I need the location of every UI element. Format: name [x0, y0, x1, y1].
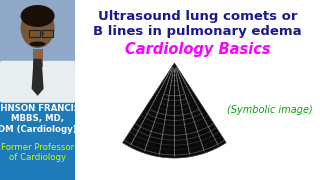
Bar: [33, 49, 43, 67]
Polygon shape: [123, 63, 226, 158]
Text: Cardiology Basics: Cardiology Basics: [125, 42, 270, 57]
Bar: [42, 30, 53, 37]
Bar: [29, 30, 40, 37]
Bar: [0, 0, 75, 101]
Bar: [0, 0, 75, 180]
Text: Ultrasound lung comets or: Ultrasound lung comets or: [98, 10, 297, 23]
Bar: [0, 0, 75, 101]
FancyBboxPatch shape: [0, 61, 75, 103]
Polygon shape: [32, 59, 44, 96]
Ellipse shape: [20, 8, 55, 48]
Text: JOHNSON FRANCIS,
MBBS, MD,
DM (Cardiology): JOHNSON FRANCIS, MBBS, MD, DM (Cardiolog…: [0, 104, 84, 134]
Ellipse shape: [20, 5, 55, 27]
Text: (Symbolic image): (Symbolic image): [227, 105, 313, 115]
Ellipse shape: [29, 42, 45, 46]
Text: Former Professor
of Cardiology: Former Professor of Cardiology: [1, 143, 74, 162]
Text: B lines in pulmonary edema: B lines in pulmonary edema: [93, 25, 302, 38]
